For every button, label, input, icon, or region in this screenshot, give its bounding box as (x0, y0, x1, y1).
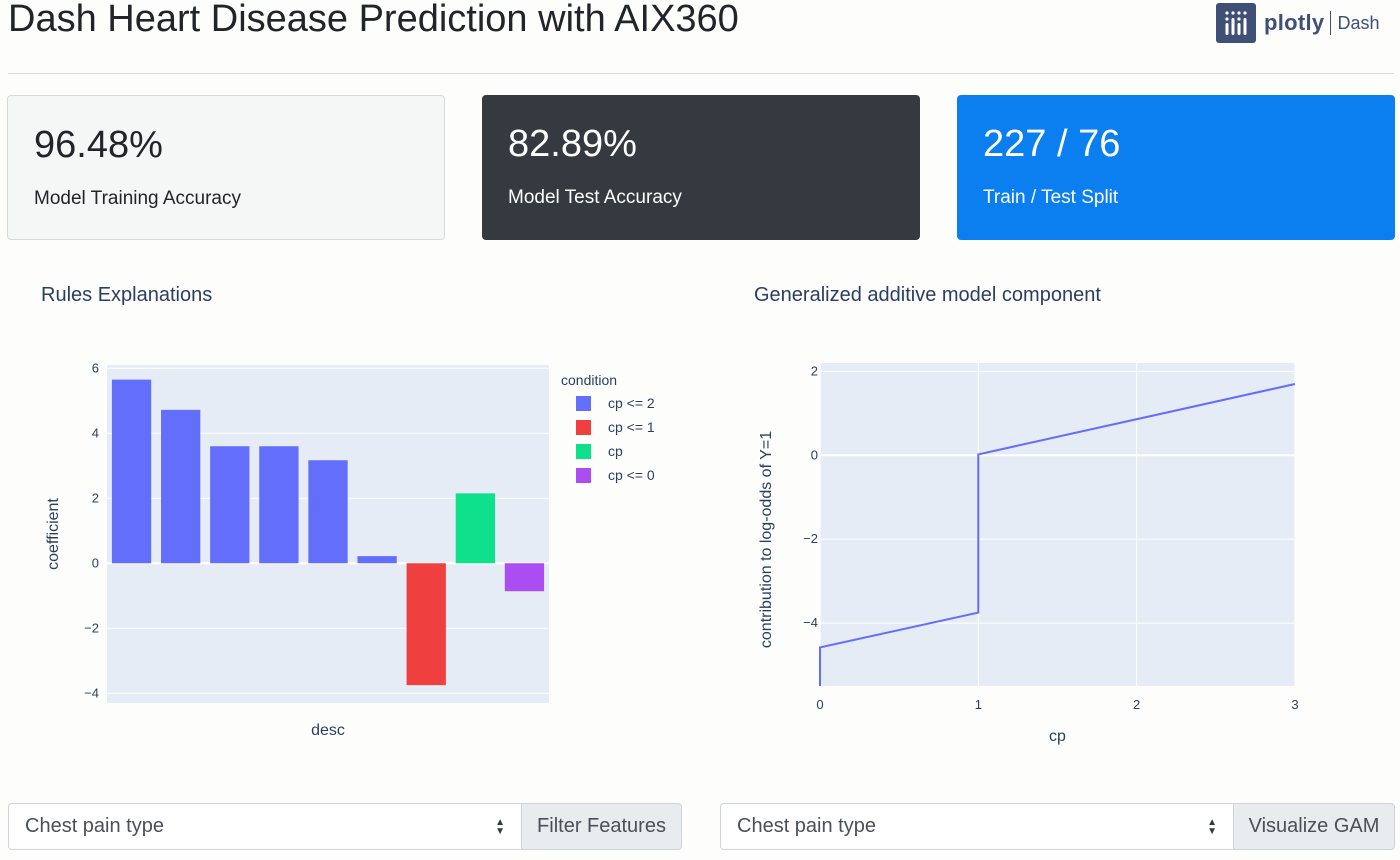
legend-swatch (576, 396, 591, 411)
train-test-split-card: 227 / 76 Train / Test Split (957, 95, 1395, 240)
training-accuracy-value: 96.48% (34, 124, 163, 166)
y-tick-label: −2 (84, 620, 99, 635)
plotly-logo-icon (1216, 3, 1256, 43)
train-test-split-value: 227 / 76 (983, 123, 1121, 165)
y-tick-label: 6 (92, 360, 99, 375)
y-tick-label: 2 (92, 490, 99, 505)
gam-line (819, 383, 1296, 686)
y-tick-label: −4 (803, 615, 818, 630)
bar (161, 409, 201, 564)
rules-bar-chart[interactable]: 6 4 2 0 −2 −4 desc coefficient condition cp <= 2 c… (0, 340, 700, 750)
legend-swatch (576, 420, 591, 435)
y-tick-label: −4 (84, 685, 99, 700)
plot-area (820, 363, 1295, 686)
y-axis-title: coefficient (45, 498, 62, 570)
bar (406, 563, 446, 686)
filter-features-control: Chest pain type ▲ ▼ Filter Features (8, 803, 682, 850)
feature-select-right[interactable]: Chest pain type ▲ ▼ (720, 803, 1234, 850)
gam-component-title: Generalized additive model component (754, 284, 1101, 306)
x-tick-label: 2 (1133, 697, 1140, 712)
logo-wordmark: plotly (1264, 10, 1325, 35)
x-axis-title: cp (1049, 728, 1066, 745)
visualize-gam-button[interactable]: Visualize GAM (1234, 803, 1395, 850)
legend-item: cp (608, 443, 623, 459)
y-tick-label: 0 (92, 555, 99, 570)
bar (504, 563, 545, 592)
training-accuracy-card: 96.48% Model Training Accuracy (7, 95, 445, 240)
bar (210, 446, 250, 564)
x-tick-label: 1 (975, 697, 982, 712)
feature-select-right-value: Chest pain type (737, 815, 876, 837)
y-tick-label: 2 (811, 363, 818, 378)
select-arrows-icon: ▲ ▼ (1207, 816, 1217, 837)
y-tick-label: 0 (811, 447, 818, 462)
legend-item: cp <= 1 (608, 419, 655, 435)
page-title: Dash Heart Disease Prediction with AIX36… (8, 0, 739, 40)
feature-select-left-value: Chest pain type (25, 815, 164, 837)
visualize-gam-control: Chest pain type ▲ ▼ Visualize GAM (720, 803, 1395, 850)
y-tick-label: 4 (92, 425, 99, 440)
x-tick-label: 0 (816, 697, 823, 712)
bar (259, 446, 299, 564)
bar (455, 493, 495, 564)
rules-explanations-title: Rules Explanations (41, 284, 213, 306)
y-axis-title: contribution to log-odds of Y=1 (758, 431, 775, 648)
test-accuracy-card: 82.89% Model Test Accuracy (482, 95, 920, 240)
header-divider (8, 73, 1394, 74)
legend-swatch (576, 444, 591, 459)
test-accuracy-value: 82.89% (508, 123, 637, 165)
bar (308, 460, 348, 564)
test-accuracy-label: Model Test Accuracy (508, 187, 682, 208)
gam-line-chart[interactable]: 2 0 −2 −4 0 1 2 3 cp contribution to log-odds of … (700, 340, 1400, 770)
y-tick-label: −2 (803, 531, 818, 546)
train-test-split-label: Train / Test Split (983, 187, 1119, 208)
training-accuracy-label: Model Training Accuracy (34, 188, 241, 209)
legend-title: condition (561, 372, 617, 388)
plotly-dash-logo[interactable]: plotly Dash (1216, 3, 1392, 43)
feature-select-left[interactable]: Chest pain type ▲ ▼ (8, 803, 522, 850)
logo-product: Dash (1337, 12, 1380, 33)
bar (111, 379, 152, 564)
select-arrows-icon: ▲ ▼ (495, 816, 505, 837)
x-axis-title: desc (311, 722, 345, 739)
legend-swatch (576, 468, 591, 483)
bar (357, 556, 397, 564)
filter-features-button[interactable]: Filter Features (522, 803, 682, 850)
logo-divider (1330, 11, 1332, 35)
legend-item: cp <= 2 (608, 395, 655, 411)
x-tick-label: 3 (1291, 697, 1298, 712)
legend-item: cp <= 0 (608, 467, 655, 483)
